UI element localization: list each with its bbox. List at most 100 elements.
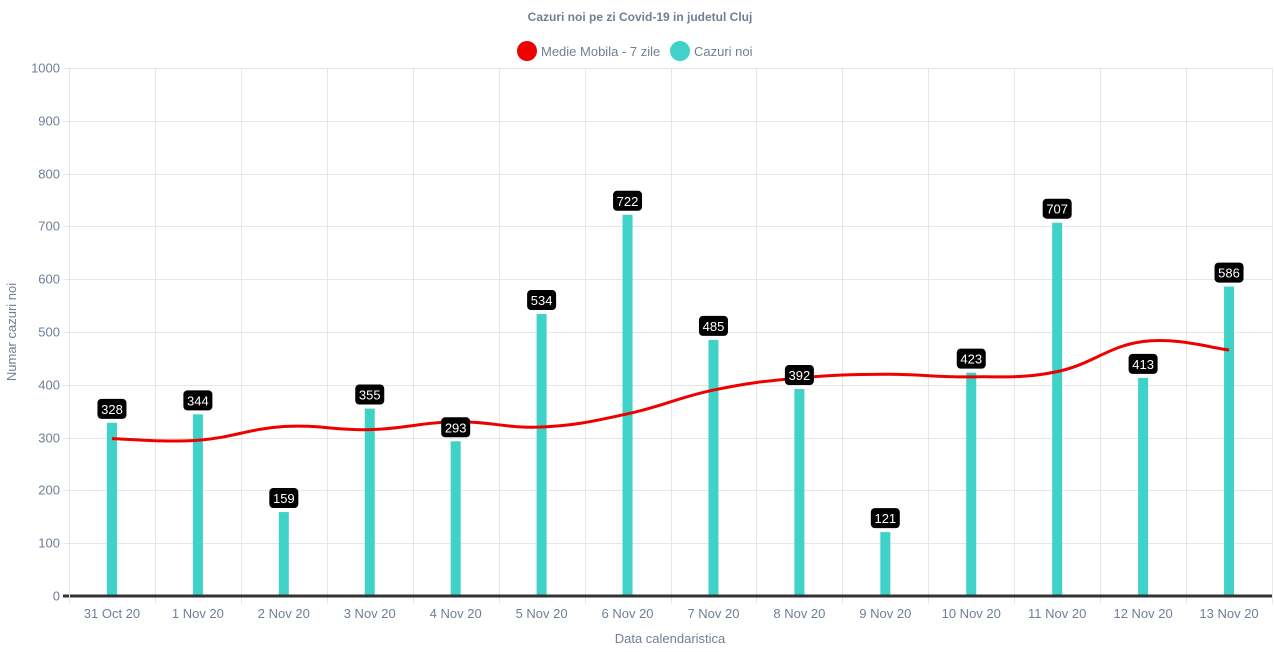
data-label-value: 586 (1218, 266, 1240, 281)
bar (708, 339, 719, 596)
axis-lines (63, 68, 1272, 604)
bar (622, 214, 633, 596)
data-label-box (1128, 353, 1158, 374)
data-label-box (698, 315, 728, 336)
x-tick-label: 5 Nov 20 (516, 606, 568, 621)
data-label-box (183, 390, 213, 411)
legend-dot-new-cases (670, 41, 690, 61)
data-labels: 328 344 159 355 293 534 722 485 392 121 423 707 413 5… (97, 190, 1244, 529)
grid (63, 68, 1273, 604)
x-axis-ticks: 31 Oct 20 1 Nov 20 2 Nov 20 3 Nov 20 4 Nov 2… (84, 606, 1259, 621)
bar (1052, 222, 1063, 597)
legend-item-moving-average[interactable]: Medie Mobila - 7 zile (517, 41, 660, 61)
data-label: 344 (183, 390, 213, 411)
x-tick-label: 9 Nov 20 (859, 606, 911, 621)
y-tick-label: 700 (38, 219, 60, 234)
x-tick-label: 1 Nov 20 (172, 606, 224, 621)
data-label: 423 (956, 348, 986, 369)
data-label: 707 (1042, 198, 1072, 219)
data-label-value: 413 (1132, 357, 1154, 372)
x-tick-label: 7 Nov 20 (687, 606, 739, 621)
y-tick-label: 500 (38, 325, 60, 340)
x-tick-label: 8 Nov 20 (773, 606, 825, 621)
data-label-box (527, 290, 557, 311)
data-label: 392 (784, 365, 814, 386)
data-label-box (97, 398, 127, 419)
data-label: 586 (1214, 262, 1244, 283)
data-label-box (1042, 198, 1072, 219)
y-tick-label: 1000 (31, 61, 60, 76)
data-label-value: 293 (445, 420, 467, 435)
bar (364, 408, 375, 596)
data-label-value: 423 (960, 352, 982, 367)
bars-new-cases (106, 214, 1235, 597)
legend: Medie Mobila - 7 zile Cazuri noi (517, 41, 753, 61)
data-label-value: 534 (531, 293, 553, 308)
data-label-box (613, 190, 643, 211)
bar (1224, 286, 1235, 596)
y-tick-label: 200 (38, 483, 60, 498)
data-label: 355 (355, 384, 385, 405)
bar (192, 414, 203, 596)
bar (794, 389, 805, 596)
bar (106, 422, 117, 596)
x-tick-label: 31 Oct 20 (84, 606, 140, 621)
y-tick-label: 400 (38, 378, 60, 393)
chart-title: Cazuri noi pe zi Covid-19 in judetul Clu… (528, 10, 753, 24)
data-label: 722 (613, 190, 643, 211)
legend-dot-moving-average (517, 41, 537, 61)
data-label-box (355, 384, 385, 405)
data-label-value: 159 (273, 491, 295, 506)
bar (450, 441, 461, 596)
data-label-value: 121 (874, 511, 896, 526)
data-label-value: 392 (789, 368, 811, 383)
y-axis-title: Numar cazuri noi (4, 283, 19, 381)
data-label-value: 485 (703, 319, 725, 334)
x-tick-label: 13 Nov 20 (1199, 606, 1258, 621)
data-label: 293 (441, 417, 471, 438)
data-label-value: 707 (1046, 202, 1068, 217)
bar (536, 314, 547, 596)
data-label: 159 (269, 488, 299, 509)
y-tick-label: 600 (38, 272, 60, 287)
data-label-box (870, 508, 900, 529)
legend-label-moving-average: Medie Mobila - 7 zile (541, 44, 660, 59)
x-tick-label: 11 Nov 20 (1028, 606, 1086, 621)
data-label-value: 355 (359, 388, 381, 403)
x-tick-label: 4 Nov 20 (430, 606, 482, 621)
y-tick-label: 900 (38, 114, 60, 129)
x-tick-label: 10 Nov 20 (942, 606, 1001, 621)
legend-label-new-cases: Cazuri noi (694, 44, 753, 59)
data-label: 328 (97, 398, 127, 419)
data-label-box (441, 417, 471, 438)
y-axis-ticks: 0 100 200 300 400 500 600 700 800 900 1000 (31, 61, 60, 604)
y-tick-label: 100 (38, 536, 60, 551)
data-label-box (956, 348, 986, 369)
y-tick-label: 0 (53, 589, 60, 604)
data-label-value: 328 (101, 402, 123, 417)
data-label: 121 (870, 508, 900, 529)
bar (278, 512, 289, 596)
bar (880, 532, 891, 596)
legend-item-new-cases[interactable]: Cazuri noi (670, 41, 753, 61)
line-moving-average (111, 339, 1230, 443)
data-label-box (1214, 262, 1244, 283)
data-label-box (784, 365, 814, 386)
bar (966, 372, 977, 596)
x-axis-title: Data calendaristica (615, 631, 726, 646)
x-tick-label: 6 Nov 20 (602, 606, 654, 621)
data-label: 413 (1128, 353, 1158, 374)
y-tick-label: 800 (38, 167, 60, 182)
x-tick-label: 12 Nov 20 (1113, 606, 1172, 621)
data-label: 534 (527, 290, 557, 311)
data-label-value: 722 (617, 194, 639, 209)
data-label-box (269, 488, 299, 509)
data-label: 485 (698, 315, 728, 336)
x-tick-label: 3 Nov 20 (344, 606, 396, 621)
bar (1138, 377, 1149, 596)
data-label-value: 344 (187, 393, 209, 408)
y-tick-label: 300 (38, 431, 60, 446)
x-tick-label: 2 Nov 20 (258, 606, 310, 621)
